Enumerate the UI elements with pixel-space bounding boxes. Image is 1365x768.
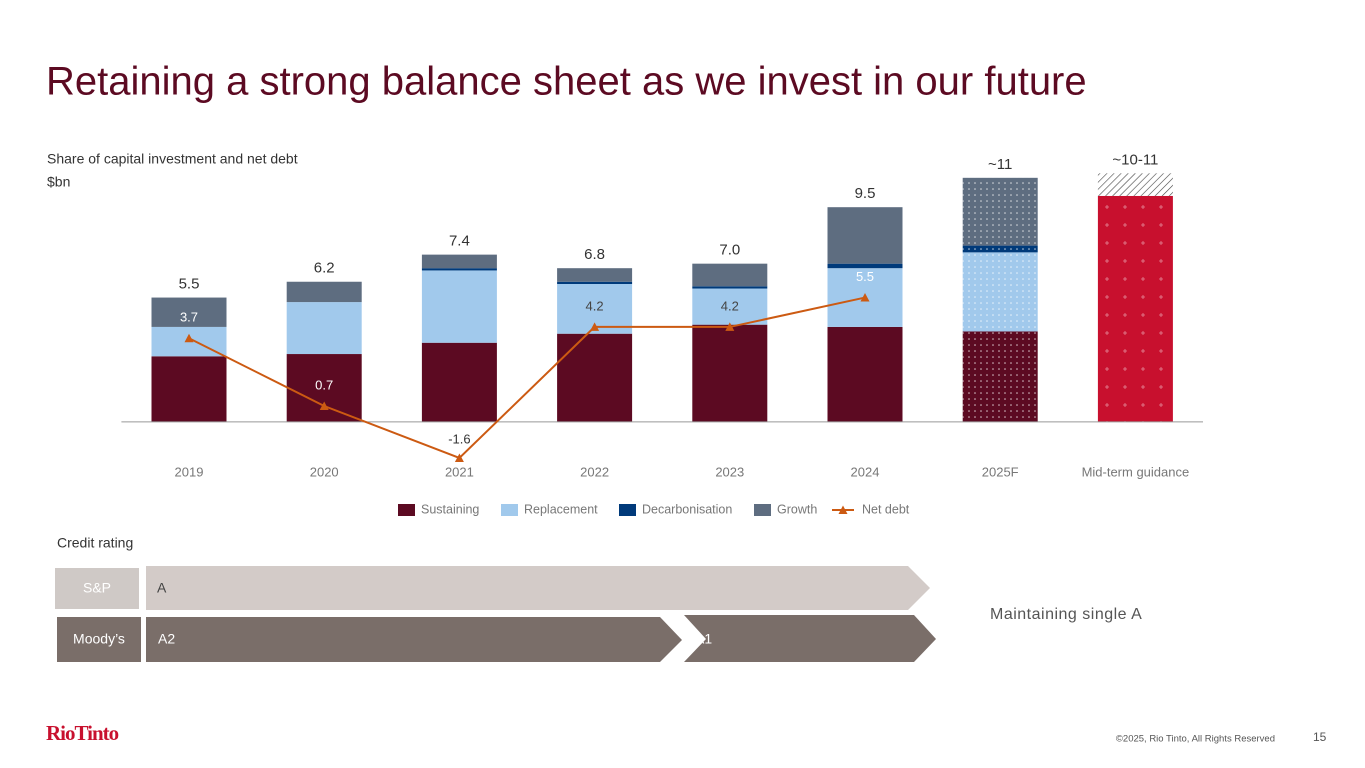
rating-arrow <box>684 615 936 662</box>
legend-swatch <box>398 504 415 516</box>
total-label: 7.4 <box>449 233 470 250</box>
x-tick-label: 2022 <box>580 464 609 479</box>
total-label: ~11 <box>988 156 1012 173</box>
page-number: 15 <box>1313 730 1327 744</box>
net-debt-marker <box>319 401 329 410</box>
x-tick-label: 2025F <box>982 464 1019 479</box>
legend-label: Replacement <box>524 502 598 516</box>
net-debt-label: -1.6 <box>448 431 470 446</box>
rating-arrow <box>146 617 682 662</box>
legend-swatch <box>501 504 518 516</box>
net-debt-line <box>188 296 866 460</box>
bar-segment <box>151 356 227 422</box>
bar-segment <box>557 333 633 422</box>
bar-segment <box>421 342 497 422</box>
agency-box <box>57 617 141 662</box>
rating: A2 <box>158 631 175 647</box>
agency: S&P <box>83 580 111 596</box>
bar-texture <box>962 245 1038 253</box>
x-tick-label: 2020 <box>310 464 339 479</box>
rating: A <box>157 580 167 596</box>
guidance-range <box>1097 173 1173 196</box>
legend-label: Sustaining <box>421 502 479 516</box>
legend-label: Growth <box>777 502 817 516</box>
bar-segment <box>557 268 633 282</box>
net-debt-marker <box>725 322 735 331</box>
unit-label: $bn <box>47 174 70 190</box>
legend-swatch <box>754 504 771 516</box>
x-tick-label: Mid-term guidance <box>1082 464 1190 479</box>
bar-segment <box>421 270 497 343</box>
bar-segment <box>692 263 768 287</box>
x-tick-label: 2021 <box>445 464 474 479</box>
bar-segment <box>421 254 497 269</box>
bar-segment <box>827 263 903 269</box>
rating-arrow <box>146 566 930 610</box>
rating: A1 <box>695 631 712 647</box>
bar-segment <box>827 207 903 264</box>
bar-segment <box>286 302 362 355</box>
bar-texture <box>962 177 1038 246</box>
net-debt-marker <box>184 333 194 343</box>
credit-rating: Credit rating S&P A Moody’s A2 A1 Mainta… <box>55 535 1142 662</box>
total-label: 9.5 <box>855 185 876 202</box>
chart-subtitle: Share of capital investment and net debt <box>47 151 298 167</box>
bar-texture <box>962 331 1038 422</box>
rating-note: Maintaining single A <box>990 606 1142 623</box>
logo: RioTinto <box>46 721 119 745</box>
bar-segment <box>286 354 362 422</box>
total-label: 6.8 <box>584 246 605 263</box>
net-debt-marker <box>590 322 600 331</box>
bar-segment <box>692 324 768 422</box>
net-debt-label: 0.7 <box>315 377 333 392</box>
total-label: 7.0 <box>719 242 740 259</box>
legend-label: Decarbonisation <box>642 502 732 516</box>
bar-segment <box>557 281 633 284</box>
x-tick-label: 2023 <box>715 464 744 479</box>
bar-segment <box>692 288 768 325</box>
legend-label: Net debt <box>862 502 910 516</box>
net-debt-label: 4.2 <box>586 298 604 313</box>
slide-title: Retaining a strong balance sheet as we i… <box>46 60 1087 104</box>
bar-segment <box>151 297 227 327</box>
total-label: 5.5 <box>179 276 200 293</box>
bar-segment <box>421 268 497 271</box>
legend-swatch <box>619 504 636 516</box>
x-tick-label: 2019 <box>175 464 204 479</box>
agency: Moody’s <box>73 631 125 647</box>
bar-segment <box>286 281 362 303</box>
credit-title: Credit rating <box>57 535 133 551</box>
total-label: ~10-11 <box>1112 151 1158 168</box>
net-debt-label: 5.5 <box>856 269 874 284</box>
bar-segment <box>692 286 768 289</box>
agency-box <box>55 568 139 609</box>
bar-texture <box>962 252 1038 332</box>
bar-texture <box>1097 195 1173 422</box>
bar-segment <box>827 326 903 422</box>
net-debt-label: 3.7 <box>180 310 198 325</box>
x-tick-label: 2024 <box>851 464 880 479</box>
net-debt-marker <box>860 293 870 302</box>
net-debt-label: 4.2 <box>721 298 739 313</box>
total-label: 6.2 <box>314 260 335 277</box>
copyright: ©2025, Rio Tinto, All Rights Reserved <box>1116 734 1275 745</box>
legend-marker <box>838 505 848 514</box>
net-debt-marker <box>454 453 464 462</box>
